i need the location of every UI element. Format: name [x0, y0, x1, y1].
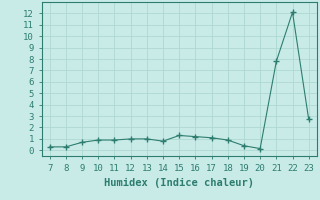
X-axis label: Humidex (Indice chaleur): Humidex (Indice chaleur) — [104, 178, 254, 188]
